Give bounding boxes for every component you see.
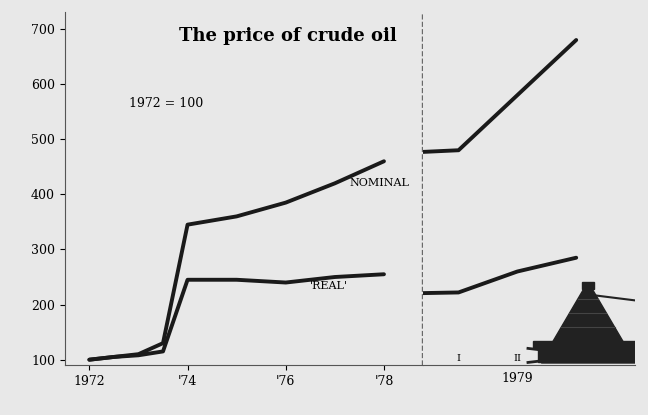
Text: 1972 = 100: 1972 = 100 [130, 97, 203, 110]
Polygon shape [553, 285, 623, 342]
Text: I: I [457, 354, 461, 363]
Text: The price of crude oil: The price of crude oil [179, 27, 397, 44]
Text: 1979: 1979 [502, 372, 533, 385]
Text: III: III [570, 354, 582, 363]
Text: NOMINAL: NOMINAL [349, 178, 410, 188]
Text: II: II [513, 354, 522, 363]
Bar [533, 342, 643, 348]
Bar [538, 348, 638, 362]
Text: 'REAL': 'REAL' [310, 281, 349, 291]
Bar [582, 282, 594, 289]
